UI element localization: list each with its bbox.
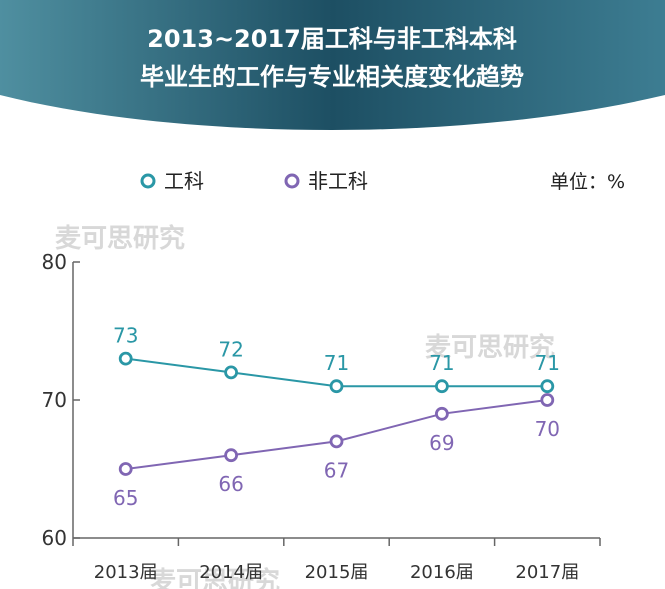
data-point (540, 393, 555, 407)
watermark-text: 麦可思研究 (150, 566, 280, 589)
data-point (224, 448, 239, 463)
data-point (434, 406, 449, 421)
data-label: 71 (324, 351, 349, 375)
data-label: 73 (113, 324, 138, 348)
data-point (329, 379, 344, 394)
data-point (329, 434, 344, 449)
data-point (540, 379, 555, 394)
data-point (118, 462, 133, 476)
x-tick-label: 2013届 (94, 562, 158, 583)
legend: 工科 非工科 (140, 169, 368, 193)
legend-marker (140, 173, 156, 189)
data-point (434, 379, 449, 394)
data-label: 66 (218, 472, 243, 496)
data-label: 72 (218, 337, 243, 361)
data-label: 71 (535, 351, 560, 375)
y-tick-label: 60 (42, 526, 67, 550)
chart-title-line-2: 毕业生的工作与专业相关度变化趋势 (140, 63, 524, 91)
x-tick-label: 2017届 (515, 562, 579, 583)
data-point (224, 365, 239, 380)
data-label: 67 (324, 458, 349, 482)
legend-label: 非工科 (308, 169, 368, 193)
x-tick-label: 2015届 (305, 562, 369, 583)
series-2: 65 66 67 69 70 (113, 393, 560, 510)
legend-label: 工科 (164, 169, 204, 193)
x-tick-label: 2014届 (199, 562, 263, 583)
legend-marker (284, 173, 300, 189)
x-tick-label: 2016届 (410, 562, 474, 583)
watermark-text: 麦可思研究 (425, 332, 555, 363)
data-point (118, 351, 133, 366)
watermark-text: 麦可思研究 (55, 223, 185, 254)
data-label: 71 (429, 351, 454, 375)
banner-shape (0, 0, 665, 130)
series-1: 73 72 71 71 71 (113, 324, 560, 394)
data-label: 70 (535, 417, 560, 441)
chart-title-line-1: 2013~2017届工科与非工科本科 (147, 25, 517, 53)
y-tick-label: 70 (42, 388, 67, 412)
unit-label: 单位：% (550, 171, 625, 193)
data-label: 65 (113, 486, 138, 510)
title-banner: 2013~2017届工科与非工科本科 毕业生的工作与专业相关度变化趋势 (0, 0, 665, 130)
y-tick-label: 80 (42, 250, 67, 274)
data-label: 69 (429, 431, 454, 455)
